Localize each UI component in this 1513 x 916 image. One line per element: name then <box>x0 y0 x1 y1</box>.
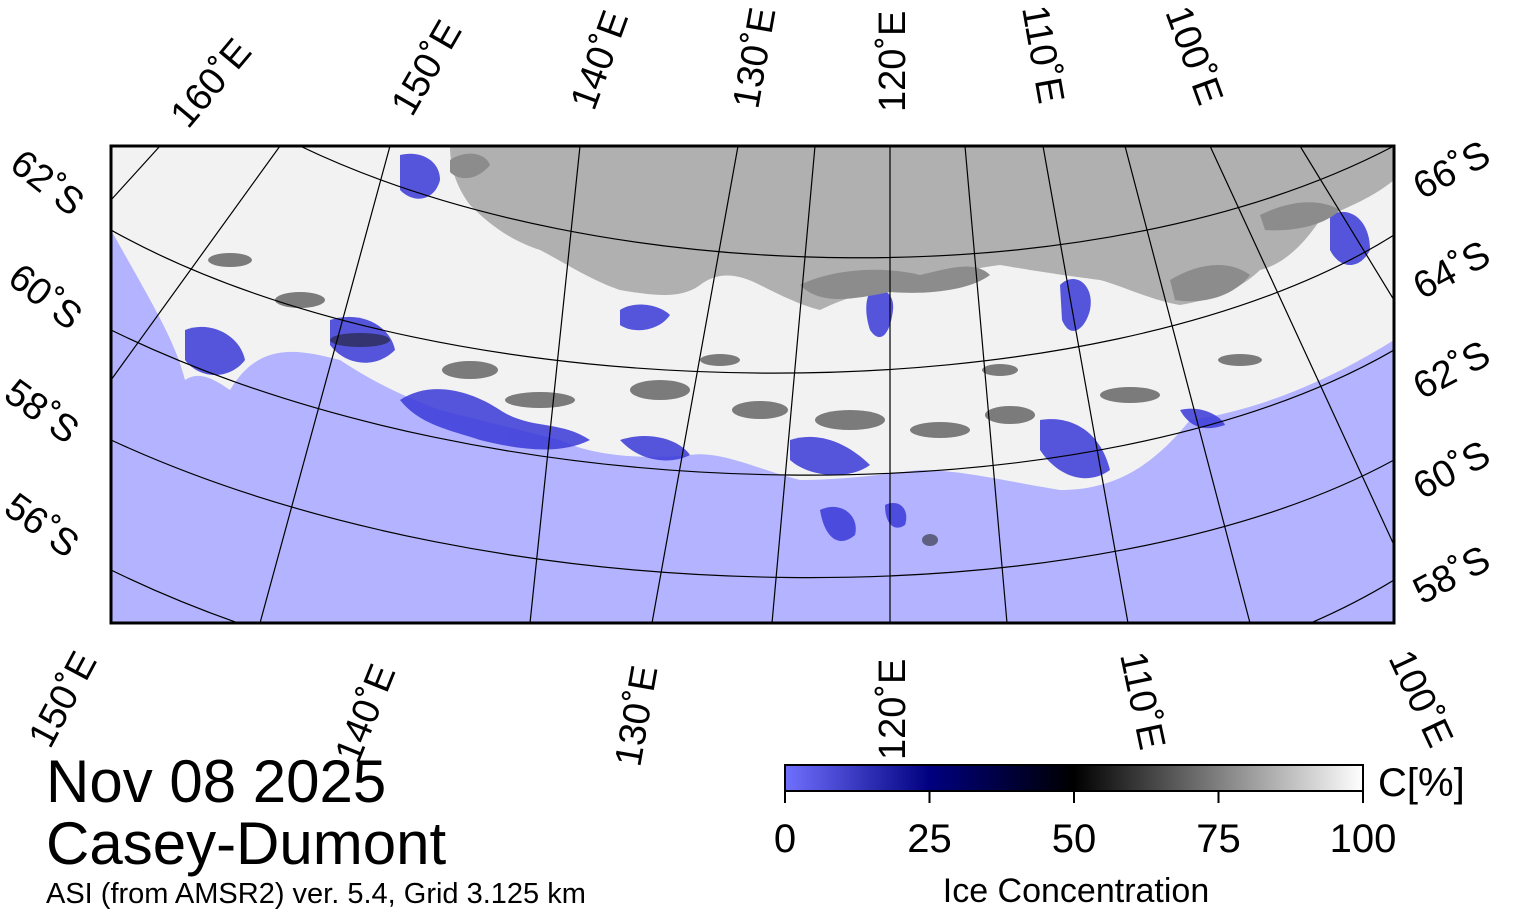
region-title: Casey-Dumont <box>46 810 447 877</box>
lat-label-right: 66˚S <box>1407 133 1498 208</box>
colorbar-unit: C[%] <box>1378 761 1465 805</box>
lon-label-top: 100˚E <box>1157 1 1231 111</box>
colorbar-tick-label: 100 <box>1330 817 1397 861</box>
lat-label-left: 60˚S <box>0 256 89 339</box>
lon-label-bottom: 150˚E <box>21 645 106 754</box>
lon-label-top: 140˚E <box>563 5 637 115</box>
ice-texture <box>208 253 1262 546</box>
lon-label-bottom: 130˚E <box>608 662 667 769</box>
colorbar: C[%] 0 25 50 75 100 Ice Concentration <box>774 761 1465 910</box>
lat-label-right: 62˚S <box>1407 333 1498 408</box>
graticule-meridians <box>111 146 1394 623</box>
right-latitude-labels: 66˚S 64˚S 62˚S 60˚S 58˚S <box>1407 133 1498 613</box>
lat-label-right: 64˚S <box>1407 233 1498 308</box>
colorbar-tick-label: 25 <box>907 817 952 861</box>
antarctica-land <box>450 146 1394 310</box>
data-source-caption: ASI (from AMSR2) ver. 5.4, Grid 3.125 km <box>46 878 586 910</box>
lon-label-bottom: 100˚E <box>1380 644 1461 754</box>
lon-label-top: 130˚E <box>726 4 785 111</box>
date-title: Nov 08 2025 <box>46 748 387 815</box>
colorbar-tick-labels: 0 25 50 75 100 <box>774 817 1397 861</box>
colorbar-tick-label: 75 <box>1196 817 1241 861</box>
left-latitude-labels: 62˚S 60˚S 58˚S 56˚S <box>0 142 92 566</box>
lat-label-right: 58˚S <box>1407 538 1498 613</box>
lat-label-right: 60˚S <box>1407 433 1498 508</box>
colorbar-tick-marks <box>784 791 1364 803</box>
lat-label-left: 56˚S <box>0 485 86 566</box>
lon-label-top: 150˚E <box>383 14 470 123</box>
graticule-parallels <box>111 146 1394 623</box>
map-frame <box>109 144 1396 625</box>
ice-shelves <box>450 153 1340 302</box>
top-longitude-labels: 160˚E 150˚E 140˚E 130˚E 120˚E 110˚E 100˚… <box>163 1 1231 136</box>
colorbar-title: Ice Concentration <box>943 872 1210 910</box>
lat-label-left: 62˚S <box>2 142 91 225</box>
lat-label-left: 58˚S <box>0 371 86 452</box>
colorbar-tick-label: 0 <box>774 817 796 861</box>
colorbar-gradient <box>784 764 1364 792</box>
map-panel <box>111 146 1394 623</box>
lon-label-top: 120˚E <box>872 11 914 112</box>
lon-label-bottom: 110˚E <box>1111 648 1173 753</box>
lon-label-bottom: 120˚E <box>872 659 914 760</box>
colorbar-tick-label: 50 <box>1052 817 1097 861</box>
lon-label-top: 160˚E <box>163 31 260 136</box>
lon-label-top: 110˚E <box>1013 2 1071 106</box>
